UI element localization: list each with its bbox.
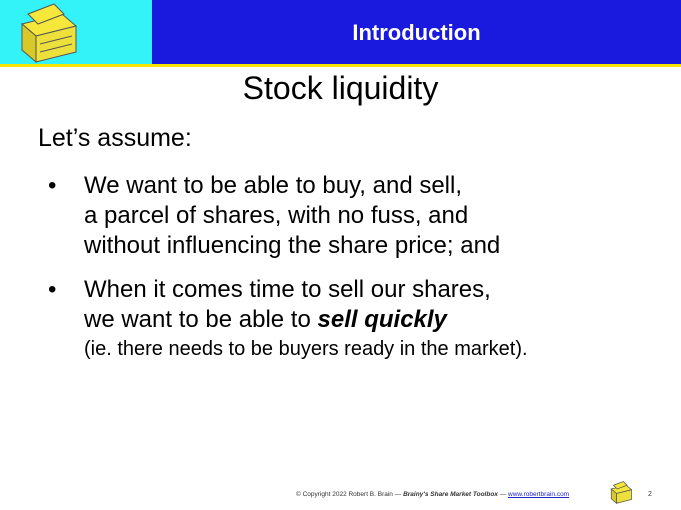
header-band: [152, 0, 681, 64]
emphasis: sell quickly: [317, 306, 447, 333]
separator: —: [499, 491, 507, 498]
bullet-line: we want to be able to sell quickly: [84, 306, 447, 334]
copyright: © Copyright 2022 Robert B. Brain: [296, 491, 393, 498]
intro-text: Let’s assume:: [38, 124, 192, 152]
bullet-line: When it comes time to sell our shares,: [84, 276, 491, 303]
bullet: •: [48, 276, 57, 303]
website-link[interactable]: www.robertbrain.com: [508, 491, 570, 498]
header-rule: [0, 64, 681, 67]
bullet: •: [48, 172, 57, 199]
bullet-line: We want to be able to buy, and sell,: [84, 172, 463, 199]
bullet-note: (ie. there needs to be buyers ready in t…: [84, 338, 528, 360]
footer: © Copyright 2022 Robert B. Brain — Brain…: [296, 491, 569, 498]
page-number: 2: [648, 491, 652, 498]
bullet-text: we want to be able to: [84, 306, 311, 333]
bullet-line: without influencing the share price; and: [84, 232, 501, 259]
footer-icon: [610, 481, 633, 505]
toolbox-name: Brainy's Share Market Toolbox: [403, 491, 498, 498]
slide-title: Stock liquidity: [242, 70, 439, 106]
separator: —: [394, 491, 402, 498]
header-logo-panel: [0, 0, 152, 64]
toolbox-icon: [20, 3, 78, 64]
bullet-line: a parcel of shares, with no fuss, and: [84, 202, 469, 229]
section-title: Introduction: [352, 20, 481, 45]
